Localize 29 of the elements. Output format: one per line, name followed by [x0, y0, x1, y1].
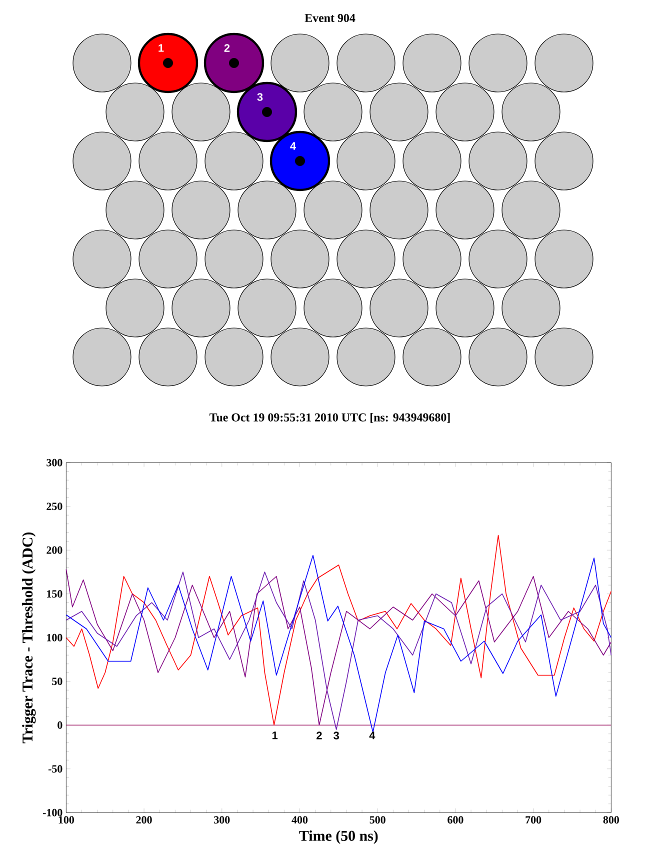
- x-axis-title: Time (50 ns): [299, 830, 378, 844]
- x-tick-label: 200: [136, 816, 152, 824]
- annotation: 3: [334, 732, 339, 740]
- y-tick-label: 200: [46, 546, 62, 554]
- x-tick-label: 300: [214, 816, 230, 824]
- annotation: 1: [272, 732, 278, 740]
- category-label: 2: [224, 44, 230, 52]
- y-tick-label: 250: [46, 502, 62, 510]
- text: Tue Oct 19 09:55:31 2010 UTC [ns: 943949680]: [210, 413, 450, 423]
- x-tick-label: 700: [526, 816, 542, 824]
- text: Event 904: [304, 14, 356, 22]
- x-tick-label: 100: [58, 816, 74, 824]
- x-tick-label: 400: [292, 816, 308, 824]
- annotation: 4: [369, 732, 376, 740]
- y-axis-title: Trigger Trace - Threshold (ADC): [22, 532, 36, 744]
- category-label: 1: [158, 44, 164, 52]
- x-tick-label: 600: [448, 816, 464, 824]
- y-tick-label: -50: [48, 765, 62, 773]
- y-tick-label: -100: [42, 808, 62, 816]
- y-tick-label: 100: [47, 634, 62, 642]
- x-tick-label: 800: [603, 816, 619, 824]
- y-tick-label: 0: [58, 721, 62, 729]
- annotation: 2: [316, 732, 322, 740]
- x-tick-label: 500: [370, 816, 386, 824]
- y-tick-label: 50: [52, 678, 62, 686]
- category-label: 3: [257, 93, 263, 101]
- y-tick-label: 300: [46, 458, 62, 466]
- y-tick-label: 150: [47, 590, 62, 598]
- category-label: 4: [290, 142, 296, 150]
